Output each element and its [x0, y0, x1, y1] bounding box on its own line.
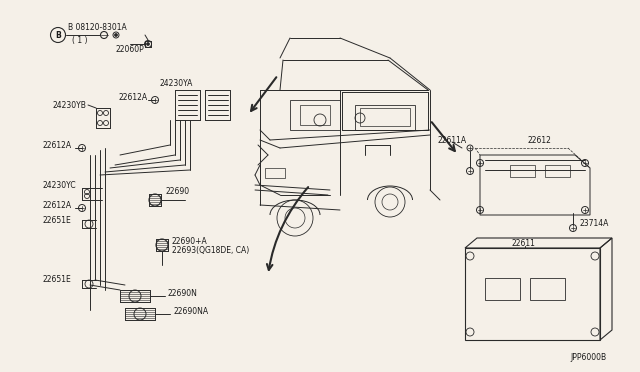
Text: 24230YA: 24230YA — [160, 78, 193, 87]
Text: 22693(QG18DE, CA): 22693(QG18DE, CA) — [172, 246, 249, 254]
Bar — [485, 278, 520, 300]
Text: 22612: 22612 — [528, 135, 552, 144]
Text: 23714A: 23714A — [580, 218, 609, 228]
Text: ( 1 ): ( 1 ) — [72, 35, 88, 45]
Text: 24230YB: 24230YB — [52, 100, 86, 109]
Text: 22651E: 22651E — [42, 276, 71, 285]
Text: 22611A: 22611A — [438, 135, 467, 144]
Bar — [510, 165, 535, 177]
Text: 24230YC: 24230YC — [42, 180, 76, 189]
Text: B 08120-8301A: B 08120-8301A — [68, 22, 127, 32]
Text: 22651E: 22651E — [42, 215, 71, 224]
Bar — [465, 248, 600, 340]
Circle shape — [147, 42, 150, 45]
Text: B: B — [55, 31, 61, 39]
Text: JPP6000B: JPP6000B — [570, 353, 606, 362]
Text: 22690N: 22690N — [168, 289, 198, 298]
Text: 22612A: 22612A — [42, 141, 71, 150]
Text: 22690+A: 22690+A — [172, 237, 208, 246]
Text: 22612A: 22612A — [118, 93, 147, 102]
Text: 22690: 22690 — [165, 186, 189, 196]
Text: 22060P: 22060P — [115, 45, 144, 54]
Bar — [545, 165, 570, 177]
Text: 22612A: 22612A — [42, 201, 71, 209]
Bar — [360, 108, 410, 126]
Bar — [290, 100, 340, 130]
Text: 22690NA: 22690NA — [173, 307, 208, 315]
Bar — [355, 105, 415, 130]
Bar — [300, 105, 330, 125]
Bar — [530, 278, 565, 300]
Text: 22611: 22611 — [512, 238, 536, 247]
Bar — [265, 168, 285, 178]
Circle shape — [115, 33, 118, 36]
